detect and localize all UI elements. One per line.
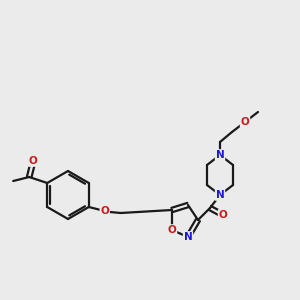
Text: O: O (29, 156, 38, 166)
Text: N: N (216, 150, 224, 160)
Text: N: N (184, 232, 192, 242)
Text: O: O (241, 117, 249, 127)
Text: O: O (168, 225, 176, 235)
Text: N: N (216, 190, 224, 200)
Text: O: O (100, 206, 109, 216)
Text: O: O (219, 210, 227, 220)
